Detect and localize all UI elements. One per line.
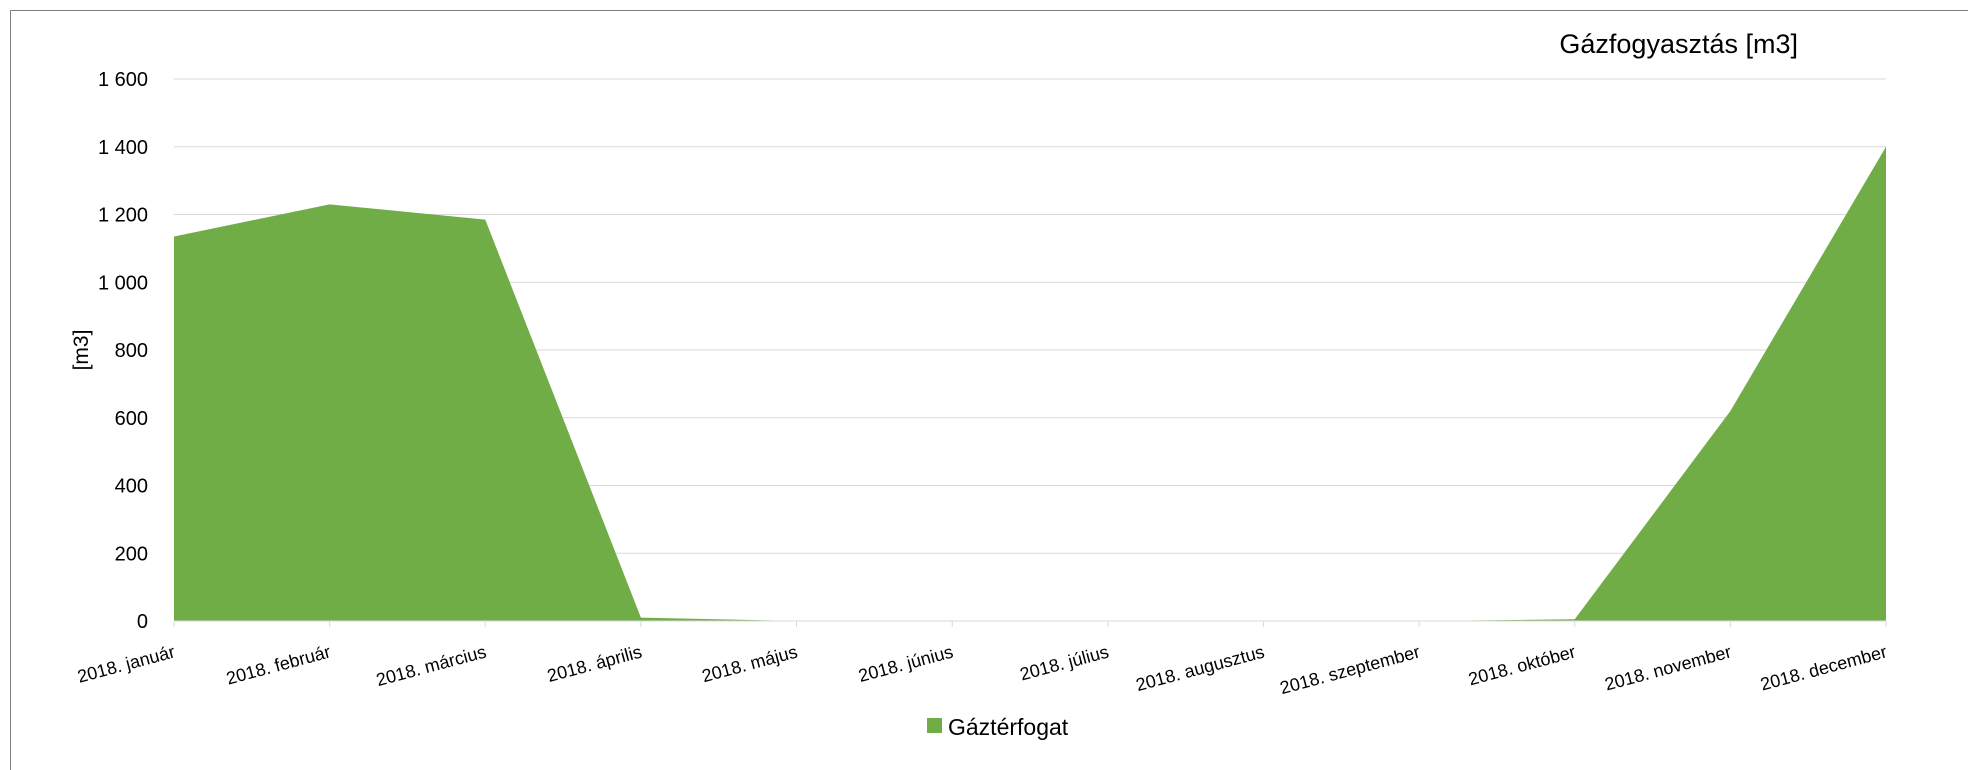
x-tick-label: 2018. augusztus <box>1134 642 1267 696</box>
y-tick-label: 1 000 <box>98 272 148 294</box>
y-axis-ticks: 0 200 400 600 800 1 000 1 200 1 400 1 600 <box>98 69 148 633</box>
x-tick-label: 2018. december <box>1758 642 1889 695</box>
series-area-gazterfogat <box>174 146 1886 621</box>
x-tick-label: 2018. május <box>700 642 800 687</box>
y-tick-label: 1 400 <box>98 137 148 159</box>
x-tick-label: 2018. szeptember <box>1278 642 1422 699</box>
x-tick-label: 2018. február <box>224 642 333 689</box>
x-tick-label: 2018. október <box>1466 642 1578 690</box>
y-tick-label: 1 600 <box>98 69 148 91</box>
y-tick-label: 800 <box>115 340 148 362</box>
legend-swatch <box>927 718 942 733</box>
x-tick-label: 2018. április <box>545 642 644 686</box>
chart-title: Gázfogyasztás [m3] <box>1559 29 1798 59</box>
legend: Gáztérfogat <box>927 714 1069 740</box>
x-tick-label: 2018. november <box>1603 642 1734 695</box>
y-tick-label: 0 <box>137 611 148 633</box>
series-area-layer <box>174 146 1886 622</box>
x-tick-label: 2018. március <box>374 642 488 691</box>
x-tick-label: 2018. június <box>856 642 955 686</box>
x-axis-ticks: 2018. január 2018. február 2018. március 20… <box>75 621 1889 698</box>
x-tick-label: 2018. július <box>1018 642 1111 685</box>
x-tick-label: 2018. január <box>75 642 177 687</box>
y-tick-label: 1 200 <box>98 205 148 227</box>
chart-frame <box>10 10 1968 770</box>
y-tick-label: 200 <box>115 543 148 565</box>
legend-label: Gáztérfogat <box>948 714 1069 740</box>
y-tick-label: 400 <box>115 476 148 498</box>
y-tick-label: 600 <box>115 408 148 430</box>
y-axis-label: [m3] <box>70 330 93 371</box>
